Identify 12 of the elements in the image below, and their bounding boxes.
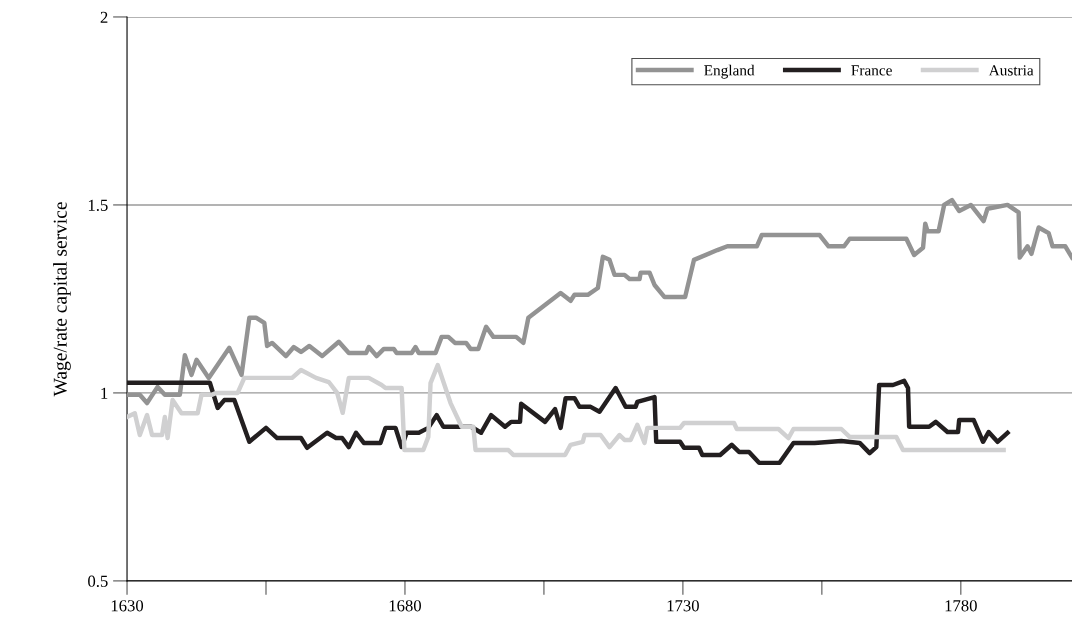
x-tick-label: 1630 — [111, 600, 144, 612]
y-tick-label: 2 — [100, 11, 108, 23]
legend-label: England — [704, 64, 755, 79]
x-tick-label: 1680 — [389, 600, 421, 612]
x-tick-label: 1780 — [945, 600, 977, 612]
y-axis-title: Wage/rate capital service — [53, 202, 71, 397]
legend-label: France — [851, 65, 892, 76]
y-tick-label: 1 — [101, 387, 108, 399]
legend-label: Austria — [988, 65, 1034, 76]
y-tick-label: 1.5 — [88, 199, 108, 211]
y-tick-label: 0.5 — [88, 575, 108, 587]
x-tick-label: 1730 — [667, 600, 699, 612]
